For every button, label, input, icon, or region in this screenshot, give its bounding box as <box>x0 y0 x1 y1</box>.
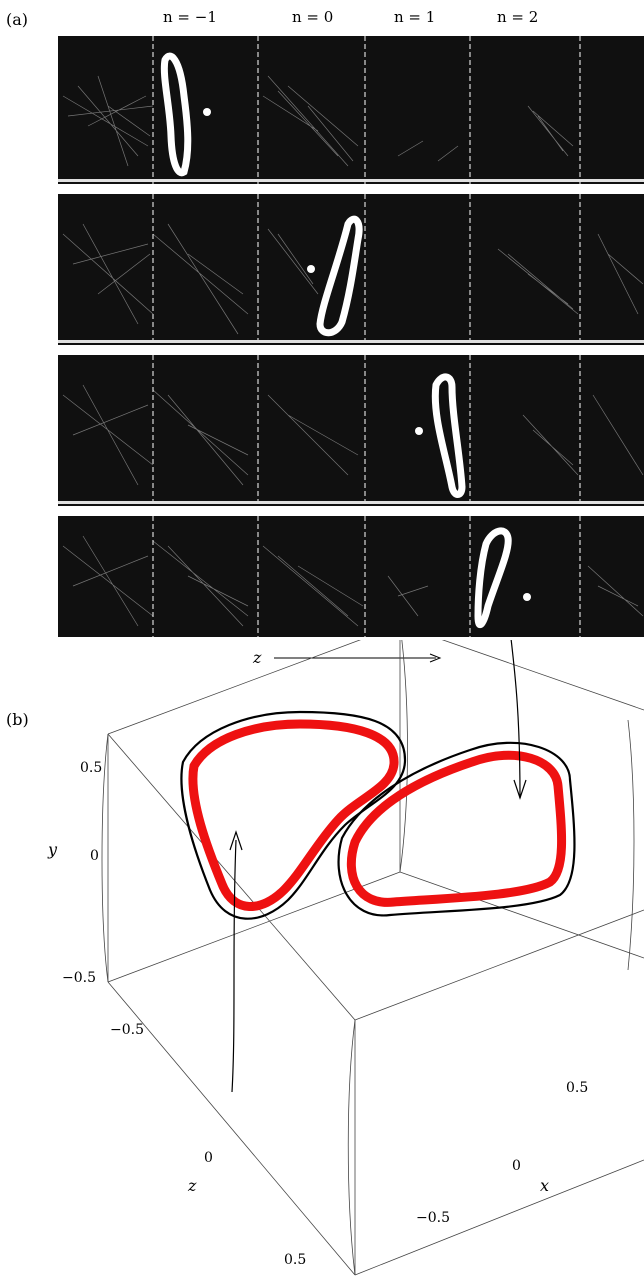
panel-b-label: (b) <box>6 710 29 729</box>
x-tick-0: 0 <box>512 1158 521 1174</box>
orbit-3d-plot <box>101 640 644 1276</box>
visualization-frame-1 <box>58 36 644 184</box>
column-label-n-0: n = 0 <box>292 8 334 26</box>
visualization-frame-2 <box>58 194 644 345</box>
x-tick-0.5: 0.5 <box>566 1080 589 1096</box>
column-label-n-minus-1: n = −1 <box>163 8 217 26</box>
panel-a-label: (a) <box>6 10 29 29</box>
x-tick-minus-0.5: −0.5 <box>416 1210 450 1226</box>
y-tick-0.5: 0.5 <box>80 760 103 776</box>
y-axis-label: y <box>48 840 58 859</box>
z-tick-minus-0.5: −0.5 <box>110 1022 144 1038</box>
x-axis-label: x <box>540 1176 550 1195</box>
y-tick-0: 0 <box>90 848 99 864</box>
z-axis-label-a: z <box>253 648 262 667</box>
z-axis-arrow-a <box>274 653 442 663</box>
z-axis-label-b: z <box>188 1176 197 1195</box>
z-tick-0.5: 0.5 <box>284 1252 307 1268</box>
column-label-n-1: n = 1 <box>394 8 436 26</box>
visualization-frame-4 <box>58 516 644 637</box>
y-tick-minus-0.5: −0.5 <box>62 970 96 986</box>
visualization-frame-3 <box>58 355 644 506</box>
column-label-n-2: n = 2 <box>497 8 539 26</box>
z-tick-0: 0 <box>204 1150 213 1166</box>
